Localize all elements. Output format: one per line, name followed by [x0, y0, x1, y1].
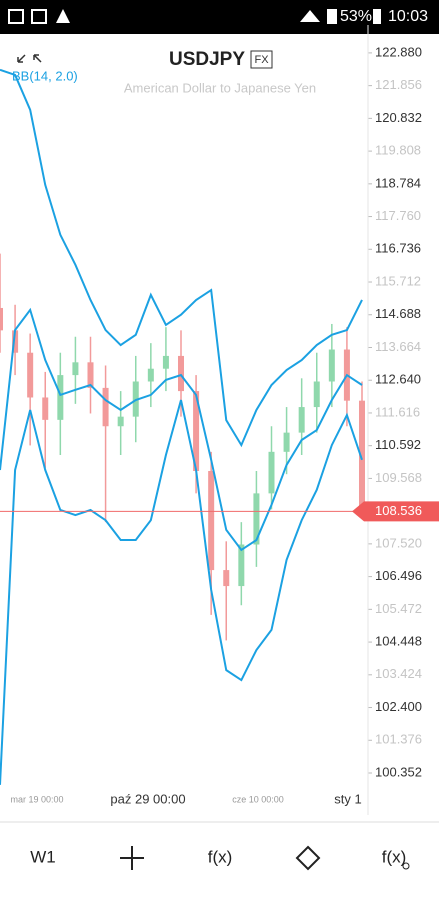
candle-body: [313, 381, 320, 408]
subtitle: American Dollar to Japanese Yen: [124, 80, 316, 95]
badge-box: [250, 50, 273, 69]
battery-icon: [373, 9, 381, 24]
x-tick-label: cze 10 00:00: [232, 794, 284, 804]
y-tick-label: 122.880: [375, 44, 422, 59]
candle-body: [283, 432, 290, 452]
x-tick-label: mar 19 00:00: [10, 794, 63, 804]
symbol: USDJPY: [169, 49, 245, 70]
indicator-list-button[interactable]: f(x): [382, 847, 407, 866]
drawing-button[interactable]: [295, 845, 321, 871]
signal-icon: [327, 9, 337, 24]
candle-body: [359, 400, 365, 513]
candle-body: [102, 387, 109, 427]
candle-body: [208, 470, 215, 571]
y-tick-label: 100.352: [375, 764, 422, 779]
y-tick-label: 103.424: [375, 666, 422, 681]
y-tick-label: 104.448: [375, 634, 422, 649]
candle-body: [57, 375, 64, 420]
candle-body: [238, 544, 245, 587]
settings-icon: [402, 862, 410, 870]
candle-body: [298, 407, 305, 433]
battery-text: 53%: [340, 8, 372, 25]
bollinger-band: [0, 399, 363, 785]
candle-body: [42, 397, 49, 420]
y-tick-label: 116.736: [375, 241, 421, 256]
y-tick-label: 101.376: [375, 732, 422, 747]
x-tick-label: sty 1: [334, 791, 361, 806]
y-tick-label: 105.472: [375, 601, 422, 616]
y-tick-label: 117.760: [375, 208, 421, 223]
y-tick-label: 109.568: [375, 470, 422, 485]
bollinger-band: [0, 307, 363, 552]
candle-body: [117, 416, 124, 427]
candle-body: [223, 570, 230, 587]
y-tick-label: 111.616: [375, 404, 420, 419]
y-tick-label: 107.520: [375, 535, 422, 550]
x-tick-label: paź 29 00:00: [110, 791, 185, 806]
clock: 10:03: [388, 8, 428, 25]
candle-body: [72, 362, 79, 376]
candle-body: [12, 330, 19, 353]
add-button[interactable]: [120, 846, 144, 870]
y-tick-label: 114.688: [375, 306, 421, 321]
candle-body: [27, 352, 34, 398]
y-tick-label: 115.712: [375, 273, 421, 288]
candle-body: [193, 391, 200, 471]
timeframe-button[interactable]: W1: [30, 847, 56, 866]
y-tick-label: 119.808: [375, 143, 421, 158]
bollinger-band: [0, 68, 363, 448]
wifi-icon: [300, 10, 320, 22]
status-bar: [0, 0, 439, 34]
y-tick-label: 121.856: [375, 77, 422, 92]
fullscreen-icon[interactable]: [17, 54, 42, 63]
y-tick-label: 113.664: [375, 339, 421, 354]
candle-body: [328, 349, 335, 382]
y-tick-label: 118.784: [375, 175, 421, 190]
candle-body: [87, 362, 94, 388]
y-tick-label: 106.496: [375, 568, 422, 583]
badge: FX: [254, 54, 269, 66]
indicator-button[interactable]: f(x): [208, 847, 233, 866]
chart: 122.880 121.856 120.832 119.808 118.784 117.7…: [0, 25, 439, 815]
y-tick-label: 102.400: [375, 699, 422, 714]
y-tick-label: 112.640: [375, 372, 421, 387]
candle-body: [253, 493, 260, 545]
y-tick-label: 110.592: [375, 437, 421, 452]
candle-body: [268, 451, 275, 494]
candle-body: [147, 368, 154, 382]
status-icon: [8, 9, 24, 24]
status-icon: [56, 9, 70, 23]
y-tick-label: 120.832: [375, 110, 422, 125]
current-price-tag: [352, 501, 439, 522]
current-price-label: 108.536: [375, 503, 422, 518]
candle-body: [178, 355, 184, 392]
candle-body: [162, 355, 169, 369]
indicator-label[interactable]: BB(14, 2.0): [12, 68, 78, 83]
status-icon: [31, 9, 47, 24]
candle-body: [0, 307, 3, 331]
